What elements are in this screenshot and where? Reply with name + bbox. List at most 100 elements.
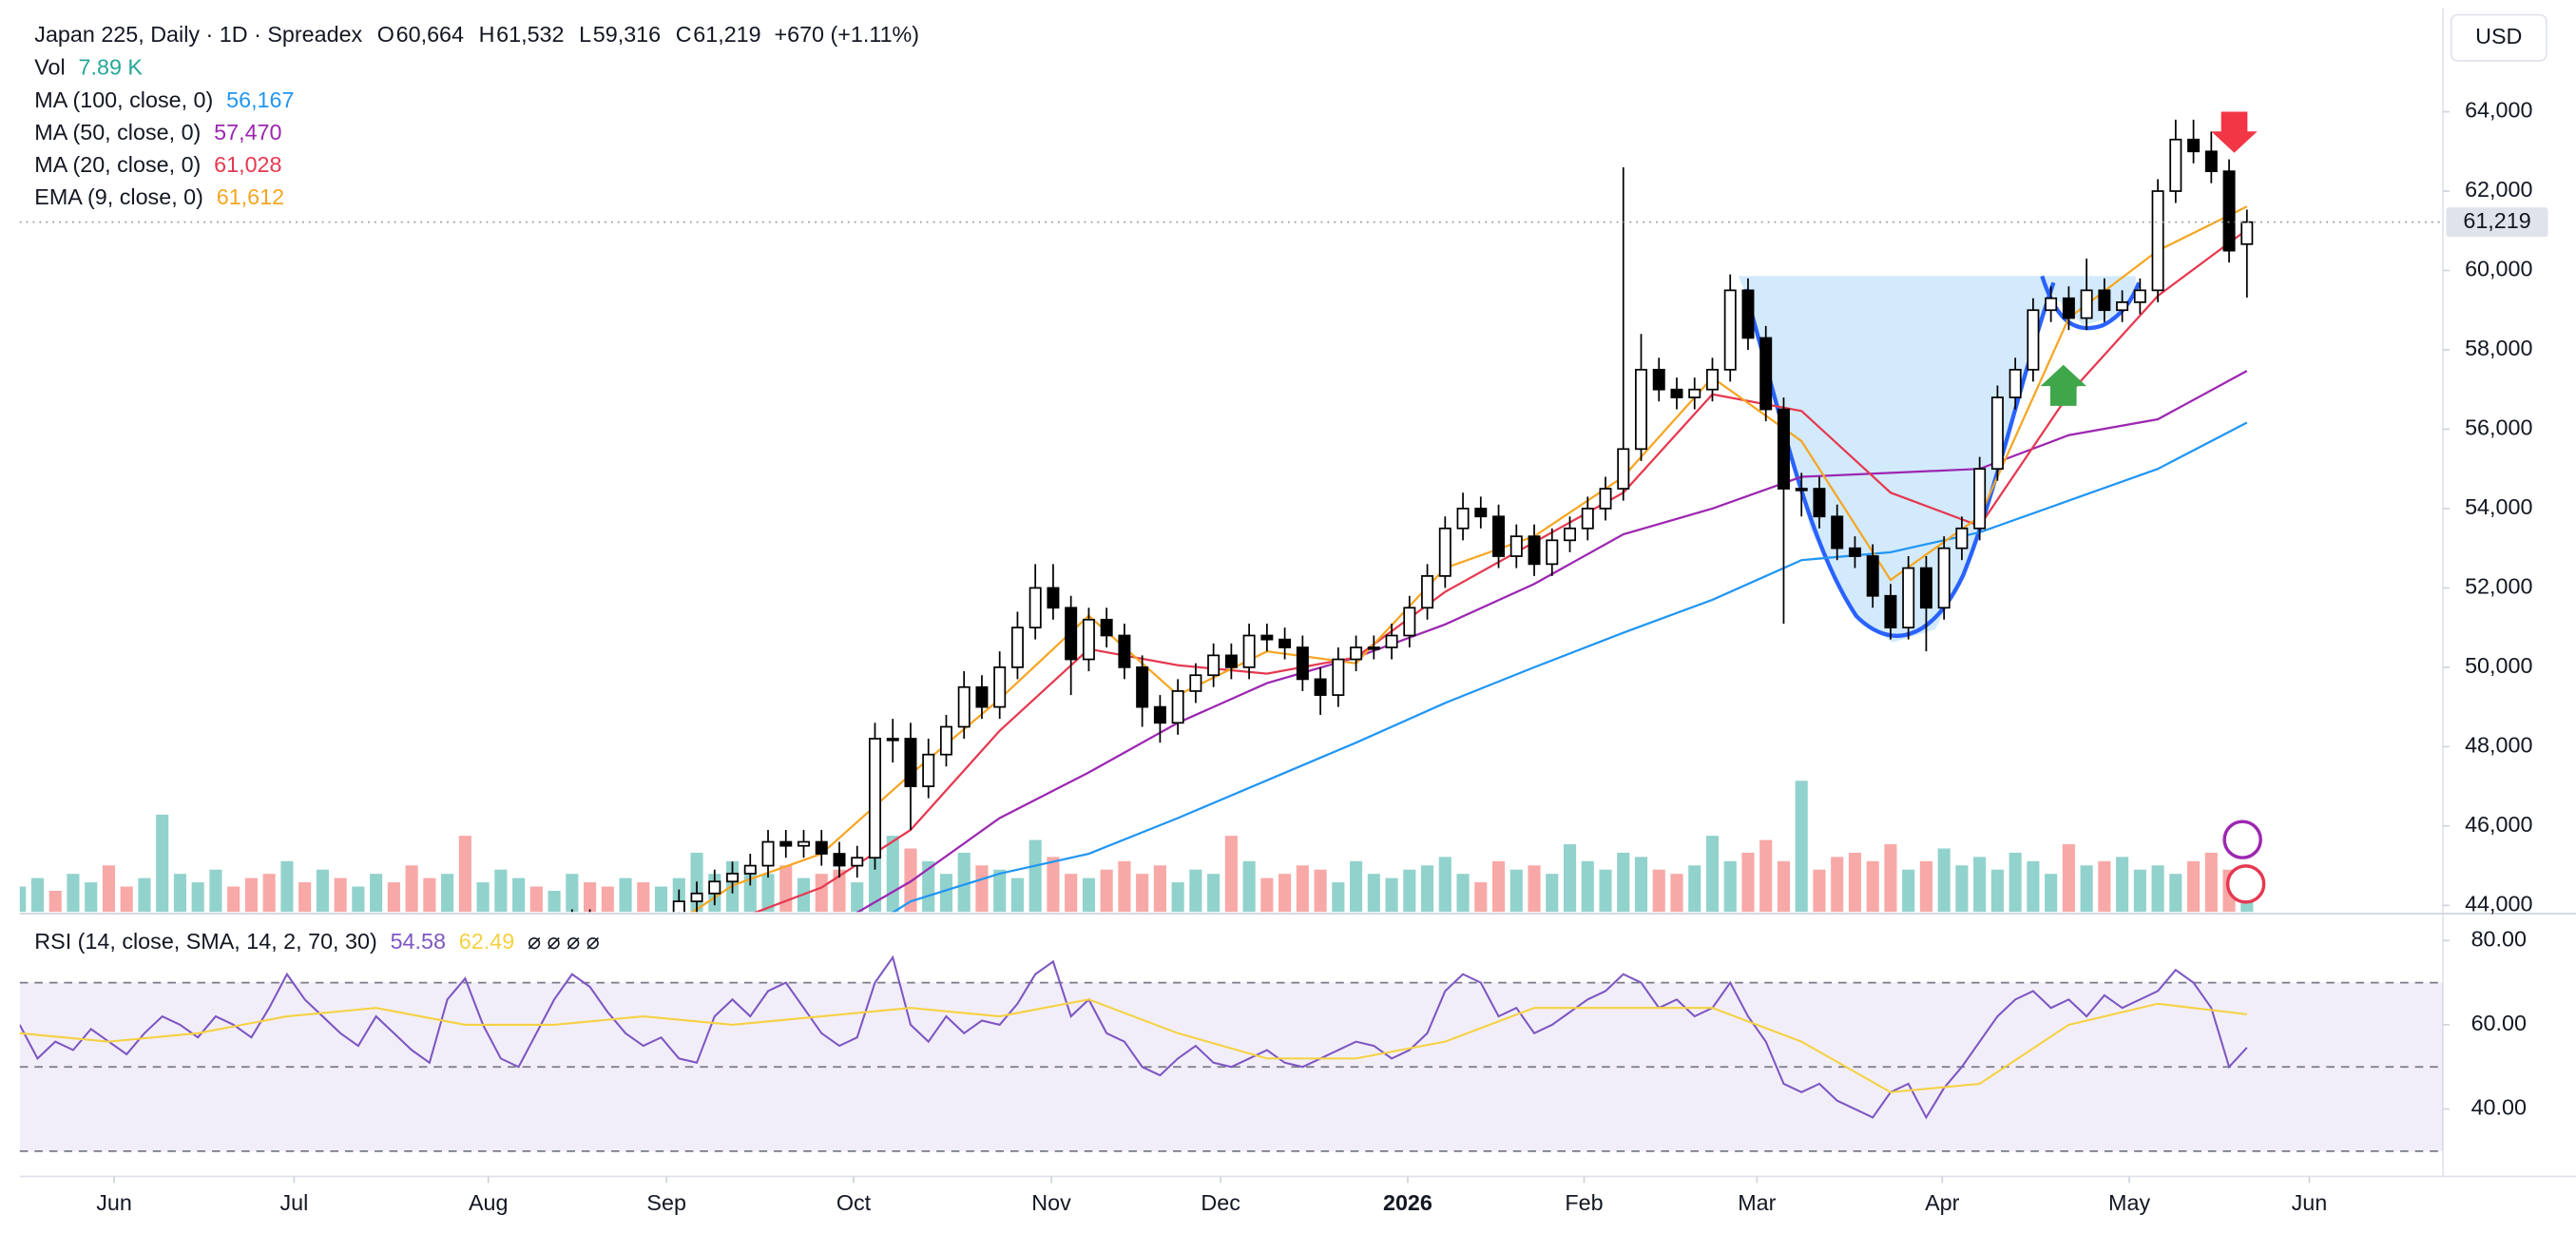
- y-tick-label: 40.00: [2471, 1095, 2527, 1120]
- candle-body: [1599, 488, 1612, 510]
- volume-bar: [262, 874, 276, 913]
- candle-body: [1813, 488, 1826, 518]
- y-tick-label: 44,000: [2465, 891, 2532, 916]
- y-tick-label: 58,000: [2465, 336, 2532, 360]
- candle-body: [1278, 638, 1292, 648]
- volume-bar: [868, 844, 882, 913]
- volume-bar: [815, 874, 828, 913]
- volume-bar: [993, 869, 1007, 913]
- candle-body: [1617, 448, 1630, 490]
- volume-bar: [1491, 860, 1506, 913]
- volume-bar: [156, 814, 169, 913]
- candle-body: [1990, 396, 2004, 471]
- candle-body: [1919, 567, 1932, 609]
- candle-body: [1385, 634, 1398, 648]
- volume-bar: [529, 886, 543, 913]
- legend-text: 7.89 K: [79, 55, 144, 80]
- volume-bar: [833, 869, 846, 913]
- volume-bar: [1224, 836, 1238, 913]
- candle-body: [1492, 515, 1506, 557]
- volume-bar: [2098, 860, 2111, 913]
- legend-text: 59,316: [593, 22, 661, 47]
- volume-bar: [975, 865, 989, 913]
- volume-bar: [458, 836, 471, 913]
- volume-bar: [2080, 865, 2093, 913]
- volume-bar: [1990, 869, 2004, 913]
- candle-body: [761, 840, 775, 867]
- event-icon[interactable]: [2222, 819, 2262, 859]
- volume-bar: [1332, 882, 1345, 913]
- candle-body: [851, 857, 864, 867]
- candle-body: [2027, 309, 2040, 371]
- volume-bar: [316, 869, 329, 913]
- candle-body: [1546, 539, 1559, 566]
- candle-body: [922, 753, 935, 787]
- rsi-pane: [19, 954, 2444, 1152]
- candle-body: [1652, 368, 1665, 391]
- volume-bar: [548, 890, 561, 913]
- candle-body: [2080, 289, 2093, 319]
- candle-body: [886, 738, 899, 742]
- y-tick-label: 50,000: [2465, 653, 2532, 678]
- volume-bar: [886, 836, 899, 913]
- volume-bar: [1884, 844, 1897, 913]
- moving-average-line: [754, 228, 2248, 913]
- legend-text: O: [377, 22, 394, 47]
- candle-body: [2240, 221, 2254, 245]
- candle-body: [1955, 527, 1969, 550]
- legend-text: Vol: [34, 55, 65, 80]
- candle-body: [2222, 170, 2236, 252]
- candle-body: [743, 864, 757, 875]
- legend-text: 54.58: [391, 929, 446, 954]
- x-tick-label: Sep: [646, 1190, 686, 1215]
- volume-bar: [209, 869, 222, 913]
- volume-bar: [1902, 869, 1915, 913]
- moving-average-line: [855, 370, 2248, 913]
- volume-bar: [1136, 874, 1149, 913]
- volume-bar: [405, 865, 418, 913]
- volume-bar: [779, 865, 793, 913]
- candle-body: [672, 900, 685, 913]
- volume-bar: [494, 869, 508, 913]
- candle-body: [726, 873, 740, 883]
- candle-body: [1759, 337, 1773, 411]
- y-tick-label: 48,000: [2465, 733, 2532, 758]
- volume-bar: [1777, 860, 1791, 913]
- candle-body: [1421, 575, 1434, 609]
- volume-bar: [1385, 877, 1398, 913]
- volume-bar: [1617, 852, 1630, 913]
- candle-body: [1635, 368, 1647, 451]
- x-tick-label: Jun: [2292, 1190, 2328, 1215]
- volume-bar: [2062, 844, 2075, 913]
- candle-body: [993, 666, 1007, 708]
- volume-bar: [1546, 874, 1559, 913]
- volume-bar: [1153, 865, 1166, 913]
- candle-body: [833, 853, 846, 867]
- candle-body: [2151, 190, 2164, 292]
- volume-bar: [102, 865, 116, 913]
- volume-legend: Vol 7.89 K: [34, 55, 143, 80]
- last-price-tag: [2446, 207, 2548, 238]
- candle-body: [1688, 388, 1701, 398]
- series-legend: MA (20, close, 0) 61,028: [34, 152, 281, 177]
- legend-text: 61,028: [214, 152, 281, 177]
- flag-icon[interactable]: [2225, 864, 2266, 904]
- y-tick-label: 46,000: [2465, 812, 2532, 837]
- volume-bar: [1171, 882, 1184, 913]
- legend-text: 57,470: [214, 120, 281, 145]
- volume-bar: [120, 886, 133, 913]
- series-legend: MA (100, close, 0) 56,167: [34, 87, 294, 112]
- candle-body: [2045, 297, 2058, 312]
- candle-body: [2009, 368, 2022, 398]
- x-tick-label: Aug: [469, 1190, 509, 1215]
- candle-body: [2204, 150, 2218, 173]
- price-pane: [19, 119, 2254, 913]
- candle-body: [1741, 289, 1755, 339]
- candle-body: [1670, 388, 1683, 398]
- volume-bar: [654, 886, 668, 913]
- volume-bar: [48, 890, 62, 913]
- legend-text: Japan 225, Daily · 1D · Spreadex: [34, 22, 362, 47]
- candle-body: [1082, 618, 1095, 661]
- currency-button[interactable]: [2450, 13, 2547, 62]
